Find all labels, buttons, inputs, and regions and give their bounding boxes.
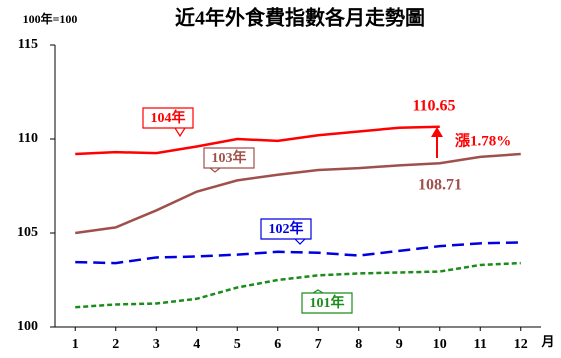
x-tick-label: 11 (474, 337, 487, 352)
y-tick-label: 110 (18, 131, 38, 146)
annotation: 漲1.78% (455, 132, 511, 149)
legend-label: 102年 (269, 220, 304, 237)
series-line (75, 241, 521, 265)
data-label: 108.71 (418, 177, 462, 194)
callout (301, 289, 353, 314)
legend-label: 101年 (310, 294, 345, 311)
x-tick-label: 4 (193, 337, 200, 352)
x-axis-label: 月 (540, 334, 554, 349)
series-line (75, 152, 521, 235)
series-line (75, 261, 521, 309)
chart-title: 近4年外食費指數各月走勢圖 (175, 6, 425, 30)
y-tick-label: 115 (18, 37, 38, 52)
x-tick-label: 8 (355, 337, 362, 352)
legend-label: 103年 (212, 149, 247, 166)
x-tick-label: 1 (72, 337, 79, 352)
y-tick-label: 105 (17, 225, 38, 240)
x-tick-label: 3 (153, 337, 160, 352)
y-axis-label: 100年=100 (23, 11, 78, 26)
callout (260, 218, 312, 245)
legend-label: 104年 (151, 109, 186, 126)
x-tick-label: 2 (112, 337, 119, 352)
series-line (75, 125, 440, 156)
x-tick-label: 10 (433, 337, 447, 352)
x-tick-label: 5 (234, 337, 241, 352)
x-tick-label: 7 (315, 337, 322, 352)
x-tick-label: 9 (396, 337, 403, 352)
arrow-head (431, 127, 443, 137)
data-label: 110.65 (412, 98, 455, 115)
callout (142, 107, 194, 138)
y-tick-label: 100 (17, 319, 38, 334)
callout (203, 147, 255, 173)
x-tick-label: 6 (274, 337, 281, 352)
x-tick-label: 12 (514, 337, 528, 352)
